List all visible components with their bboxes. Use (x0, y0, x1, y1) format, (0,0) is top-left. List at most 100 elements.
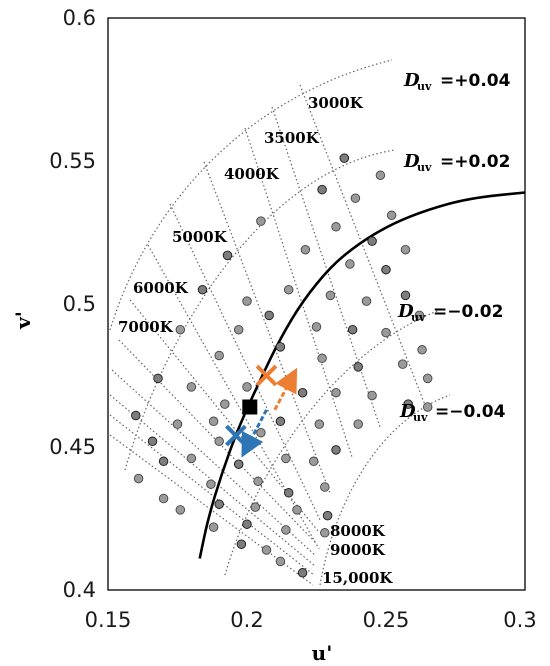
duv-symbol: D (399, 401, 416, 422)
cct-line-3500k (271, 106, 381, 428)
y-tick-label: 0.45 (49, 435, 96, 459)
sample-point (417, 345, 427, 355)
sample-point (208, 522, 219, 532)
sample-point (242, 382, 252, 392)
sample-point (233, 324, 244, 335)
cross-marker (255, 364, 278, 387)
sample-point (236, 539, 247, 549)
sample-point (331, 222, 341, 232)
cross-marker (225, 424, 247, 447)
sample-point (345, 259, 355, 269)
cct-label-3500k: 3500K (264, 129, 320, 147)
sample-point (197, 284, 208, 295)
sample-point (339, 153, 350, 163)
sample-point (153, 373, 163, 384)
sample-point (347, 324, 358, 335)
duv-label-plus-002: D uv =+0.02 (403, 151, 510, 174)
duv-curve-minus-002 (224, 309, 441, 576)
sample-point (242, 519, 252, 529)
sample-point (400, 290, 411, 301)
cct-label-5000k: 5000K (172, 228, 228, 246)
duv-subscript: uv (417, 161, 432, 174)
duv-curve-plus-002 (124, 149, 396, 471)
duv-value: =+0.02 (440, 152, 510, 172)
shift-arrow (273, 367, 298, 411)
sample-point (308, 456, 319, 467)
duv-value: =+0.04 (440, 71, 511, 91)
sample-point (275, 416, 286, 427)
y-tick-label: 0.5 (63, 292, 96, 316)
cct-label-9000k: 9000K (330, 541, 386, 559)
sample-point (414, 310, 425, 321)
sample-point (297, 568, 308, 578)
cct-line-4000k (244, 127, 353, 458)
sample-point (222, 250, 233, 261)
cct-label-3000k: 3000K (308, 94, 364, 112)
y-tick-label: 0.6 (63, 6, 96, 30)
sample-point (206, 479, 216, 489)
sample-point (350, 193, 361, 203)
sample-point (256, 216, 266, 226)
sample-point (325, 290, 336, 301)
plot-area (107, 17, 526, 591)
duv-value: =−0.04 (435, 402, 506, 422)
sample-point (186, 453, 197, 464)
duv-label-plus-004: D uv =+0.04 (403, 70, 511, 93)
sample-point (397, 359, 408, 369)
duv-label-minus-002: D uv =−0.02 (397, 301, 503, 324)
cct-line-6000k (169, 203, 322, 523)
sample-points (131, 153, 433, 578)
sample-point (314, 419, 325, 429)
duv-curve-plus-004 (109, 59, 393, 331)
sample-point (253, 476, 263, 487)
sample-point (331, 387, 341, 398)
duv-label-minus-004: D uv =−0.04 (399, 401, 506, 424)
sample-point (214, 350, 224, 361)
sample-point (375, 170, 386, 181)
sample-point (281, 453, 291, 464)
duv-symbol: D (403, 151, 420, 172)
sample-point (172, 419, 183, 429)
sample-point (317, 353, 327, 364)
sample-point (131, 410, 141, 421)
x-tick-label: 0.3 (503, 608, 536, 632)
cct-label-8000k: 8000K (330, 522, 386, 540)
cct-line-5000k (203, 161, 331, 494)
x-tick-label: 0.15 (85, 608, 132, 632)
planckian-locus (198, 191, 526, 559)
reference-square-marker (242, 399, 258, 415)
sample-point (367, 236, 377, 246)
sample-point (311, 322, 322, 332)
sample-point (403, 399, 413, 409)
sample-point (353, 419, 363, 429)
highlight-markers (225, 364, 298, 458)
sample-point (214, 499, 224, 509)
cct-line-9000k (118, 339, 318, 545)
cct-label-6000k: 6000K (133, 279, 189, 297)
sample-point (361, 296, 372, 306)
sample-point (158, 493, 169, 504)
sample-point (208, 416, 219, 427)
sample-point (250, 502, 261, 512)
cct-labels: 3000K 3500K 4000K 5000K 6000K 7000K 8000… (118, 94, 393, 587)
y-tick-label: 0.4 (63, 578, 96, 602)
x-axis: 0.15 0.2 0.25 0.3 u' (85, 608, 537, 665)
cct-line-3000k (299, 84, 426, 406)
sample-point (175, 324, 186, 335)
duv-symbol: D (403, 70, 420, 91)
sample-point (283, 284, 294, 295)
x-tick-label: 0.2 (230, 608, 263, 632)
sample-point (256, 427, 266, 438)
sample-point (292, 505, 302, 515)
sample-point (381, 264, 391, 275)
sample-point (422, 402, 433, 412)
sample-point (186, 382, 197, 392)
cct-line-12000k (109, 414, 315, 576)
cct-label-15000k: 15,000K (322, 569, 393, 587)
sample-point (353, 362, 363, 372)
sample-point (275, 342, 286, 352)
sample-point (133, 473, 144, 484)
sample-point (175, 505, 186, 515)
sample-point (422, 373, 433, 384)
